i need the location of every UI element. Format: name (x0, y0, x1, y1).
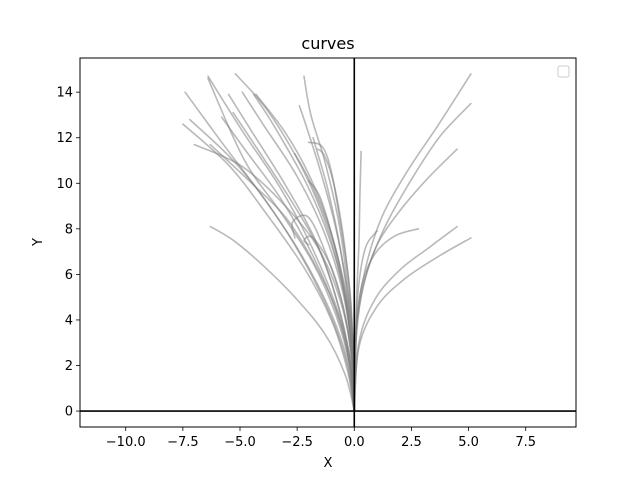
y-tick-label: 6 (65, 268, 73, 283)
y-tick-label: 12 (56, 131, 73, 146)
y-tick-label: 14 (56, 86, 73, 101)
x-axis-label: X (324, 456, 333, 471)
y-axis: 0 2 4 6 8 10 12 14 (56, 86, 80, 420)
x-tick-label: −7.5 (167, 435, 199, 450)
curve-line-20 (220, 116, 356, 412)
x-tick-label: 7.5 (515, 435, 536, 450)
y-axis-label: Y (31, 238, 46, 247)
x-tick-label: −10.0 (106, 435, 146, 450)
curve-line-1 (182, 123, 356, 412)
legend-box (557, 65, 570, 78)
y-tick-label: 4 (65, 313, 73, 328)
x-tick-label: 2.5 (401, 435, 422, 450)
curve-line-21 (188, 118, 356, 412)
chart-title: curves (301, 34, 354, 53)
curve-line-22 (312, 136, 356, 412)
plot-frame (79, 57, 577, 428)
y-tick-label: 2 (65, 359, 73, 374)
reference-lines (80, 58, 576, 427)
y-tick-label: 8 (65, 222, 73, 237)
y-tick-label: 10 (56, 177, 73, 192)
x-tick-label: −2.5 (281, 435, 313, 450)
curves-layer (182, 73, 472, 412)
x-tick-label: 0.0 (344, 435, 365, 450)
x-axis: −10.0 −7.5 −5.0 −2.5 0.0 2.5 5.0 7.5 (106, 427, 536, 450)
y-tick-label: 0 (65, 405, 73, 420)
curve-line-23 (294, 152, 356, 412)
curve-line-29 (353, 237, 472, 412)
curve-line-4 (209, 225, 356, 412)
curve-line-31 (353, 230, 378, 412)
x-tick-label: −5.0 (224, 435, 256, 450)
x-tick-label: 5.0 (458, 435, 479, 450)
